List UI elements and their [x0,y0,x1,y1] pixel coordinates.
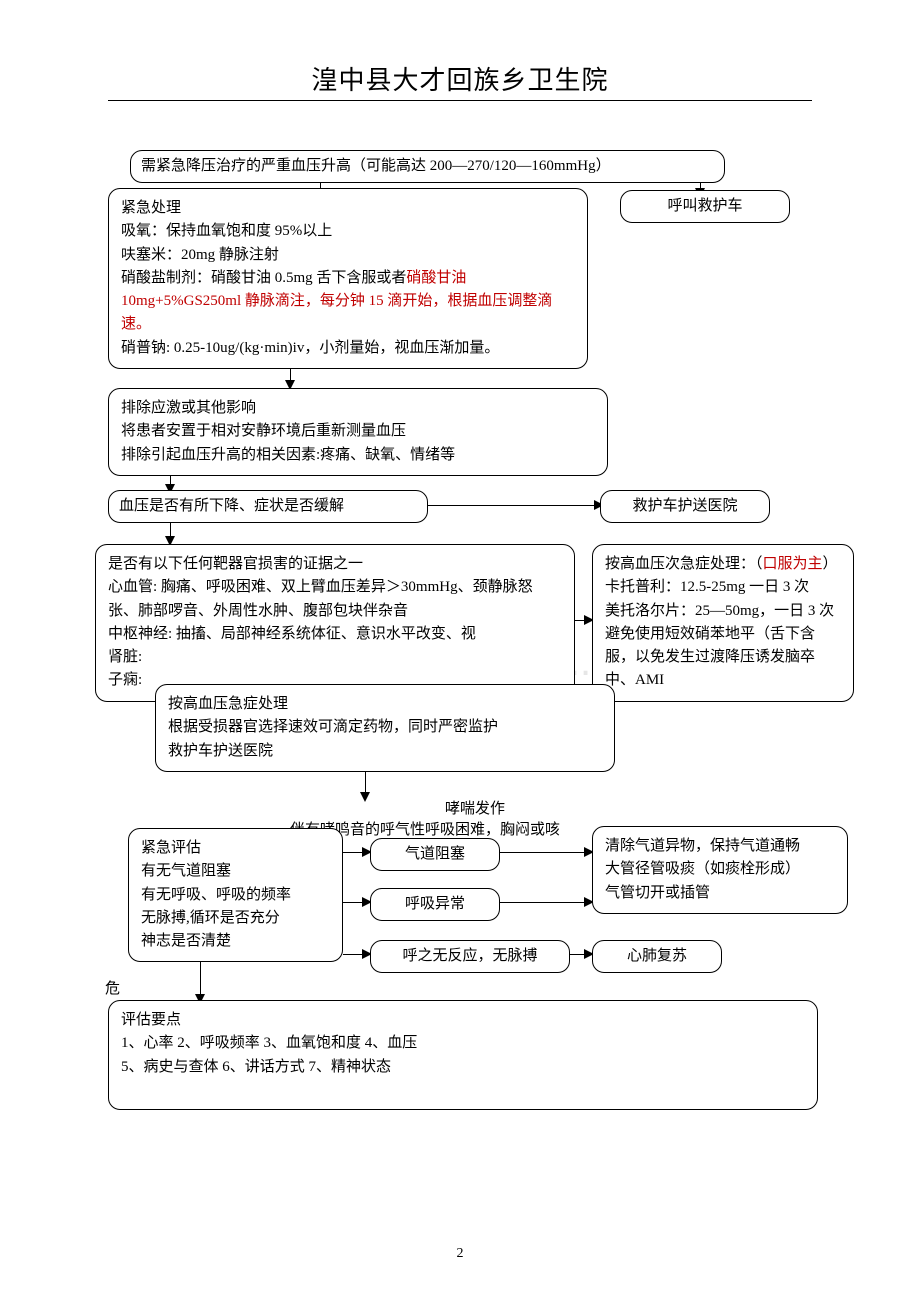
box-call-ambulance: 呼叫救护车 [620,190,790,223]
label-asthma-attack: 哮喘发作 [445,797,505,818]
box-breath-abnormal: 呼吸异常 [370,888,500,921]
page-title: 湟中县大才回族乡卫生院 [0,60,920,97]
box-assess-points: 评估要点 1、心率 2、呼吸频率 3、血氧饱和度 4、血压 5、病史与查体 6、… [108,1000,818,1110]
box-urgent-assess: 紧急评估 有无气道阻塞 有无呼吸、呼吸的频率 无脉搏,循环是否充分 神志是否清楚 [128,828,343,962]
label-danger: 危 [105,977,120,998]
box-organ-damage: 是否有以下任何靶器官损害的证据之一 心血管: 胸痛、呼吸困难、双上臂血压差异＞3… [95,544,575,702]
box-hypertension-emergency: 按高血压急症处理 根据受损器官选择速效可滴定药物，同时严密监护 救护车护送医院 [155,684,615,772]
box-exclude-stress: 排除应激或其他影响 将患者安置于相对安静环境后重新测量血压 排除引起血压升高的相… [108,388,608,476]
b3-post: 硝普钠: 0.25-10ug/(kg·min)iv，小剂量始，视血压渐加量。 [121,340,499,356]
box-ambulance-escort: 救护车护送医院 [600,490,770,523]
b3-pre: 紧急处理 吸氧：保持血氧饱和度 95%以上 呋塞米：20mg 静脉注射 硝酸盐制… [121,200,406,286]
box-cpr: 心肺复苏 [592,940,722,973]
box-bp-relief: 血压是否有所下降、症状是否缓解 [108,490,428,523]
box-no-pulse: 呼之无反应，无脉搏 [370,940,570,973]
box-emergency-treatment: 紧急处理 吸氧：保持血氧饱和度 95%以上 呋塞米：20mg 静脉注射 硝酸盐制… [108,188,588,369]
box-sub-emergency: 按高血压次急症处理：（口服为主） 卡托普利：12.5-25mg 一日 3 次 美… [592,544,854,702]
b8-pre: 按高血压次急症处理：（ [605,556,763,572]
box-bp-high: 需紧急降压治疗的严重血压升高（可能高达 200—270/120—160mmHg） [130,150,725,183]
box-clear-airway: 清除气道异物，保持气道通畅 大管径管吸痰（如痰栓形成） 气管切开或插管 [592,826,848,914]
b8-red: 口服为主 [763,556,823,572]
box-airway-block: 气道阻塞 [370,838,500,871]
b8-post: ） 卡托普利：12.5-25mg 一日 3 次 美托洛尔片：25—50mg，一日… [605,556,838,688]
title-underline [108,100,812,101]
page-number: 2 [0,1246,920,1262]
